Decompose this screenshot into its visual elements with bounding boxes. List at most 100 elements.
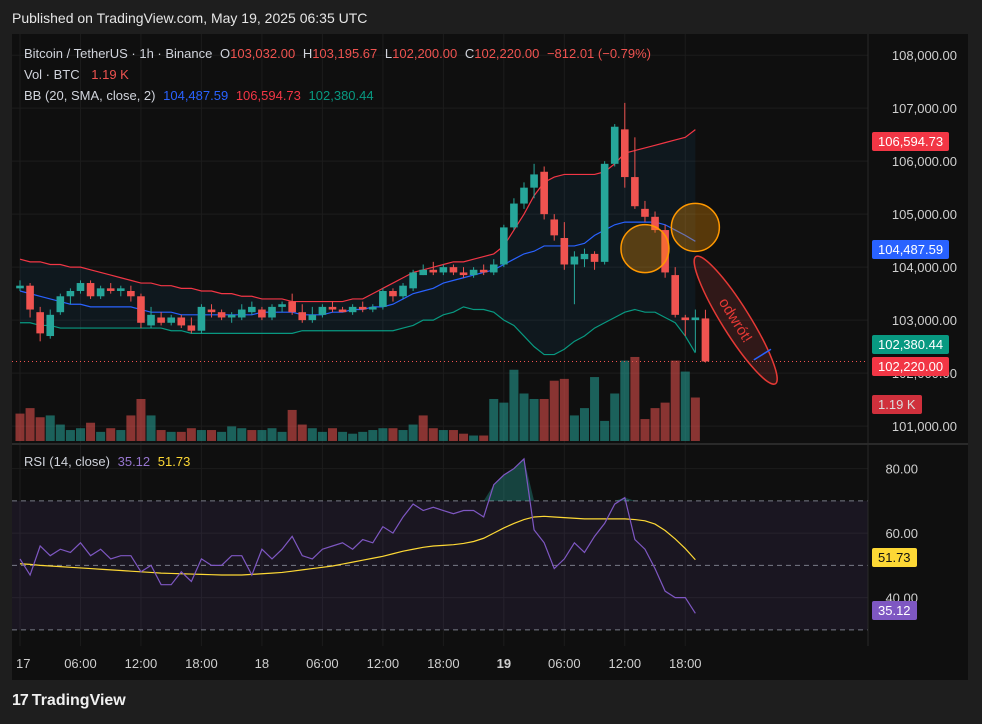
candle-body xyxy=(137,296,145,323)
candle-body xyxy=(106,288,115,291)
candle-body xyxy=(691,317,700,321)
time-tick-label: 18:00 xyxy=(427,656,460,671)
volume-bar xyxy=(489,398,499,441)
tradingview-logo-mark: 17 xyxy=(12,692,29,709)
price-tick-label: 101,000.00 xyxy=(892,419,957,434)
volume-bar xyxy=(65,430,75,441)
volume-badge: 1.19 K xyxy=(872,395,922,414)
volume-bar xyxy=(368,430,378,441)
bb-fill-area xyxy=(20,129,696,355)
candle-body xyxy=(600,163,609,262)
candle-body xyxy=(631,177,639,207)
bb-upper-line xyxy=(19,129,696,303)
candle-body xyxy=(530,174,538,188)
volume-bar xyxy=(75,428,85,441)
volume-bar xyxy=(579,408,589,441)
volume-bar xyxy=(116,430,126,441)
candle-body xyxy=(439,267,448,273)
legend-close: 102,220.00 xyxy=(474,46,540,61)
time-tick-label: 18:00 xyxy=(185,656,218,671)
volume-bar xyxy=(338,431,348,441)
candle-body xyxy=(479,269,488,273)
volume-bar xyxy=(549,380,559,441)
time-tick-label: 18:00 xyxy=(669,656,702,671)
bb-upper-value: 106,594.73 xyxy=(235,88,301,103)
candle-body xyxy=(429,269,438,273)
chart-frame[interactable] xyxy=(12,34,968,680)
candle-body xyxy=(157,317,165,323)
candle-body xyxy=(540,171,548,215)
volume-bar xyxy=(277,431,287,441)
legend-change: −812.01 (−0.79%) xyxy=(546,46,652,61)
legend-low: 102,200.00 xyxy=(392,46,458,61)
time-tick-label: 19 xyxy=(497,656,511,671)
candle-body xyxy=(217,312,226,318)
volume-bars xyxy=(15,356,700,441)
volume-bar xyxy=(620,360,630,441)
candle-body xyxy=(76,283,85,291)
tradingview-logo-text: TradingView xyxy=(31,692,126,709)
rsi-pane xyxy=(12,457,868,631)
candle-body xyxy=(348,306,357,313)
bb-lower-value: 102,380.44 xyxy=(308,88,374,103)
candle-body xyxy=(46,314,55,337)
candle-body xyxy=(621,129,629,178)
price-tick-label: 103,000.00 xyxy=(892,313,957,328)
rsi-ma-badge: 51.73 xyxy=(872,548,917,567)
candle-body xyxy=(449,267,458,273)
volume-bar xyxy=(680,371,690,441)
candle-body xyxy=(399,285,407,297)
published-header: Published on TradingView.com, May 19, 20… xyxy=(12,10,368,26)
volume-bar xyxy=(408,424,418,441)
volume-bar xyxy=(45,415,55,441)
candle-body xyxy=(701,318,710,362)
volume-value: 1.19 K xyxy=(91,67,129,82)
candle-body xyxy=(570,256,579,265)
volume-bar xyxy=(15,413,25,441)
volume-bar xyxy=(25,408,35,441)
volume-bar xyxy=(126,415,136,441)
volume-bar xyxy=(499,402,509,441)
time-tick-label: 06:00 xyxy=(306,656,339,671)
price-tick-label: 107,000.00 xyxy=(892,101,957,116)
candle-body xyxy=(520,187,528,204)
reversal-ellipse xyxy=(693,255,778,385)
legend-symbol[interactable]: Bitcoin / TetherUS · 1h · Binance xyxy=(24,46,213,61)
tradingview-logo[interactable]: 17 TradingView xyxy=(12,692,126,710)
annotations: odwrót! xyxy=(620,202,778,385)
volume-label[interactable]: Vol · BTC xyxy=(24,67,80,82)
volume-bar xyxy=(86,422,96,441)
bb-label[interactable]: BB (20, SMA, close, 2) xyxy=(24,88,156,103)
volume-bar xyxy=(559,378,569,441)
volume-bar xyxy=(398,430,408,441)
rsi-label[interactable]: RSI (14, close) xyxy=(24,454,110,469)
candle-body xyxy=(389,290,397,297)
volume-bar xyxy=(55,424,65,441)
volume-bar xyxy=(519,393,529,441)
volume-bar xyxy=(307,428,317,441)
candle-body xyxy=(661,230,669,273)
bollinger-band-lines xyxy=(19,129,696,356)
volume-bar xyxy=(388,428,398,441)
volume-bar xyxy=(590,377,600,441)
candle-body xyxy=(681,317,690,321)
rsi-line xyxy=(19,457,696,614)
price-badge: 102,220.00 xyxy=(872,357,950,376)
candle-body xyxy=(671,275,679,315)
volume-bar xyxy=(96,431,106,441)
candle-body xyxy=(167,317,175,323)
highlight-circle xyxy=(670,202,721,253)
candle-body xyxy=(641,208,649,217)
candle-body xyxy=(409,272,417,289)
candle-body xyxy=(328,306,337,310)
candle-body xyxy=(379,290,387,307)
volume-bar xyxy=(378,428,388,441)
volume-bar xyxy=(640,419,650,441)
volume-bar xyxy=(35,417,45,441)
volume-bar xyxy=(459,433,469,441)
candle-body xyxy=(500,227,508,265)
volume-bar xyxy=(287,409,297,441)
legend-row-rsi: RSI (14, close) 35.12 51.73 xyxy=(24,454,194,469)
candle-body xyxy=(308,314,317,321)
